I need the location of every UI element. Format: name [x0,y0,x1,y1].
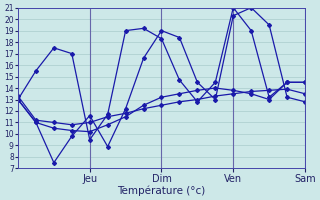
X-axis label: Température (°c): Température (°c) [117,185,206,196]
